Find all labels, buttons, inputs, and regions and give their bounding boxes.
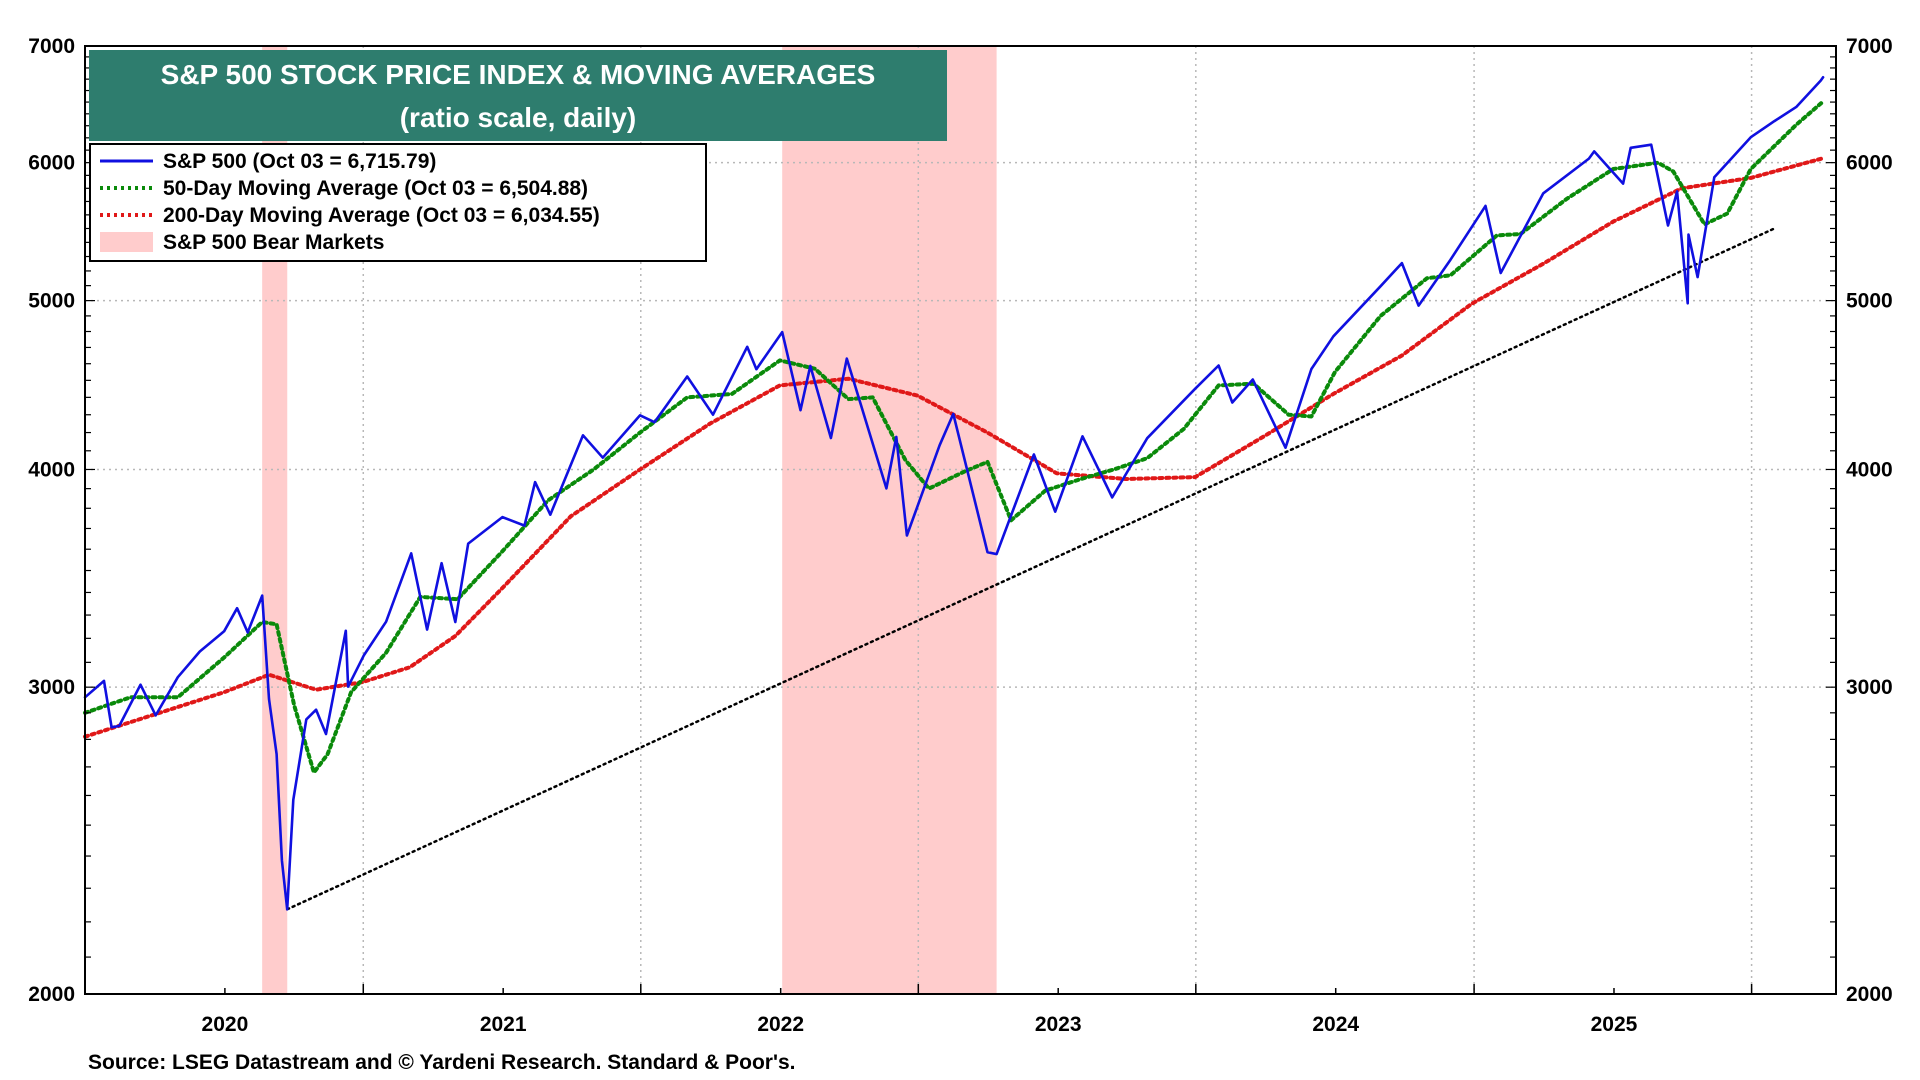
y-tick-label-left: 7000 xyxy=(28,35,75,58)
source-note: Source: LSEG Datastream and © Yardeni Re… xyxy=(88,1051,795,1074)
x-tick-label: 2021 xyxy=(480,1013,527,1036)
bear-market-band xyxy=(782,46,997,994)
legend-label-ma200: 200-Day Moving Average (Oct 03 = 6,034.5… xyxy=(163,204,600,227)
series-lines xyxy=(83,76,1826,911)
legend: S&P 500 (Oct 03 = 6,715.79) 50-Day Movin… xyxy=(89,143,707,262)
legend-frame xyxy=(89,143,707,262)
y-tick-label-left: 6000 xyxy=(28,152,75,175)
legend-swatch-bear xyxy=(100,232,153,252)
x-tick-label: 2022 xyxy=(757,1013,804,1036)
ma50-line xyxy=(83,99,1826,775)
x-tick-label: 2020 xyxy=(202,1013,249,1036)
y-tick-label-left: 4000 xyxy=(28,458,75,481)
axis-ticks: 2020 2021 2022 2023 2024 2025 2000 2000 3000 3000… xyxy=(28,35,1892,1036)
x-tick-label: 2024 xyxy=(1312,1013,1359,1036)
y-tick-label-right: 4000 xyxy=(1846,458,1893,481)
sp500-line xyxy=(83,76,1825,911)
ma200-line xyxy=(83,156,1826,739)
y-tick-label-left: 3000 xyxy=(28,676,75,699)
y-tick-label-right: 3000 xyxy=(1846,676,1893,699)
legend-label-bear: S&P 500 Bear Markets xyxy=(163,231,384,254)
grid-lines xyxy=(85,46,1836,994)
title-box: S&P 500 STOCK PRICE INDEX & MOVING AVERA… xyxy=(89,50,947,141)
y-tick-label-right: 6000 xyxy=(1846,152,1893,175)
trend-line xyxy=(285,227,1776,911)
y-tick-label-left: 5000 xyxy=(28,290,75,313)
title-background xyxy=(89,50,947,141)
y-tick-label-right: 2000 xyxy=(1846,983,1893,1006)
bear-market-bands xyxy=(262,46,997,994)
y-tick-label-right: 7000 xyxy=(1846,35,1893,58)
legend-label-ma50: 50-Day Moving Average (Oct 03 = 6,504.88… xyxy=(163,177,588,200)
legend-label-sp500: S&P 500 (Oct 03 = 6,715.79) xyxy=(163,150,436,173)
x-tick-label: 2025 xyxy=(1591,1013,1638,1036)
chart-subtitle: (ratio scale, daily) xyxy=(400,102,637,133)
chart-title: S&P 500 STOCK PRICE INDEX & MOVING AVERA… xyxy=(161,59,876,90)
plot-frame xyxy=(84,45,1837,995)
y-tick-label-left: 2000 xyxy=(28,983,75,1006)
x-tick-label: 2023 xyxy=(1035,1013,1082,1036)
y-tick-label-right: 5000 xyxy=(1846,290,1893,313)
